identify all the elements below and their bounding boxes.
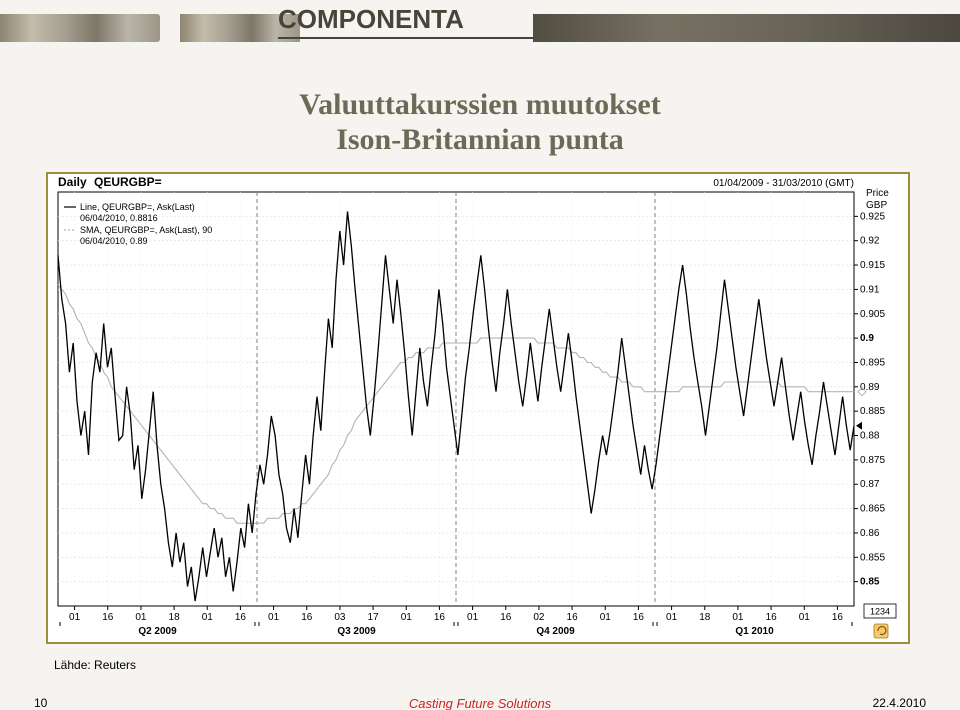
strip-image-1 <box>0 14 160 42</box>
header-strip: COMPONENTA <box>0 14 960 78</box>
svg-text:0.86: 0.86 <box>860 528 880 539</box>
svg-text:16: 16 <box>102 612 114 623</box>
svg-text:01: 01 <box>600 612 612 623</box>
svg-text:0.855: 0.855 <box>860 552 885 563</box>
svg-text:0.875: 0.875 <box>860 455 885 466</box>
svg-text:01: 01 <box>732 612 744 623</box>
slide-root: COMPONENTA Valuuttakurssien muutokset Is… <box>0 0 960 710</box>
svg-text:0.88: 0.88 <box>860 431 880 442</box>
logo-underline <box>278 37 558 39</box>
svg-text:16: 16 <box>301 612 313 623</box>
svg-text:06/04/2010, 0.89: 06/04/2010, 0.89 <box>80 236 148 246</box>
svg-text:0.87: 0.87 <box>860 479 880 490</box>
svg-text:Q3 2009: Q3 2009 <box>337 626 376 637</box>
svg-text:SMA, QEURGBP=, Ask(Last), 90: SMA, QEURGBP=, Ask(Last), 90 <box>80 225 212 235</box>
svg-text:16: 16 <box>235 612 247 623</box>
svg-text:03: 03 <box>334 612 346 623</box>
svg-text:16: 16 <box>500 612 512 623</box>
svg-text:Q4 2009: Q4 2009 <box>536 626 575 637</box>
svg-text:0.885: 0.885 <box>860 406 885 417</box>
svg-text:0.925: 0.925 <box>860 211 885 222</box>
svg-text:01: 01 <box>69 612 81 623</box>
svg-text:01: 01 <box>202 612 214 623</box>
svg-text:01: 01 <box>401 612 413 623</box>
svg-text:0.905: 0.905 <box>860 309 885 320</box>
svg-text:01: 01 <box>799 612 811 623</box>
svg-text:01/04/2009 - 31/03/2010 (GMT): 01/04/2009 - 31/03/2010 (GMT) <box>713 178 854 189</box>
svg-text:0.89: 0.89 <box>860 382 880 393</box>
svg-text:0.865: 0.865 <box>860 504 885 515</box>
svg-text:0.92: 0.92 <box>860 236 880 247</box>
svg-text:01: 01 <box>467 612 479 623</box>
svg-text:0.91: 0.91 <box>860 284 880 295</box>
svg-text:Q1 2010: Q1 2010 <box>735 626 774 637</box>
svg-text:GBP: GBP <box>866 200 887 211</box>
title-line-1: Valuuttakurssien muutokset <box>299 88 660 121</box>
chart-frame: Daily QEURGBP= 01/04/2009 - 31/03/2010 (G… <box>46 172 910 644</box>
svg-text:Price: Price <box>866 188 889 199</box>
footer-date: 22.4.2010 <box>873 696 926 710</box>
svg-text:1234: 1234 <box>870 607 890 617</box>
svg-text:16: 16 <box>633 612 645 623</box>
source-label: Lähde: Reuters <box>54 658 136 672</box>
price-chart: Daily QEURGBP= 01/04/2009 - 31/03/2010 (G… <box>48 174 908 642</box>
slide-title: Valuuttakurssien muutokset Ison-Britanni… <box>0 88 960 157</box>
svg-text:Q2 2009: Q2 2009 <box>138 626 177 637</box>
svg-text:06/04/2010, 0.8816: 06/04/2010, 0.8816 <box>80 213 158 223</box>
logo: COMPONENTA <box>278 4 558 39</box>
svg-text:Daily: Daily <box>58 175 87 189</box>
svg-text:16: 16 <box>832 612 844 623</box>
svg-text:18: 18 <box>169 612 181 623</box>
svg-text:18: 18 <box>699 612 711 623</box>
svg-text:0.895: 0.895 <box>860 357 885 368</box>
svg-text:0.9: 0.9 <box>860 333 874 344</box>
svg-text:01: 01 <box>135 612 147 623</box>
svg-text:0.85: 0.85 <box>860 577 880 588</box>
svg-text:0.915: 0.915 <box>860 260 885 271</box>
svg-text:01: 01 <box>666 612 678 623</box>
svg-text:16: 16 <box>567 612 579 623</box>
svg-text:QEURGBP=: QEURGBP= <box>94 175 162 189</box>
svg-text:Line, QEURGBP=, Ask(Last): Line, QEURGBP=, Ask(Last) <box>80 202 195 212</box>
svg-text:16: 16 <box>766 612 778 623</box>
svg-text:16: 16 <box>434 612 446 623</box>
title-line-2: Ison-Britannian punta <box>336 123 624 156</box>
logo-text: COMPONENTA <box>278 4 558 35</box>
page-number: 10 <box>34 696 47 710</box>
svg-text:01: 01 <box>268 612 280 623</box>
svg-text:02: 02 <box>533 612 545 623</box>
footer-tagline: Casting Future Solutions <box>409 696 551 710</box>
svg-text:17: 17 <box>368 612 380 623</box>
strip-image-3 <box>533 14 960 42</box>
